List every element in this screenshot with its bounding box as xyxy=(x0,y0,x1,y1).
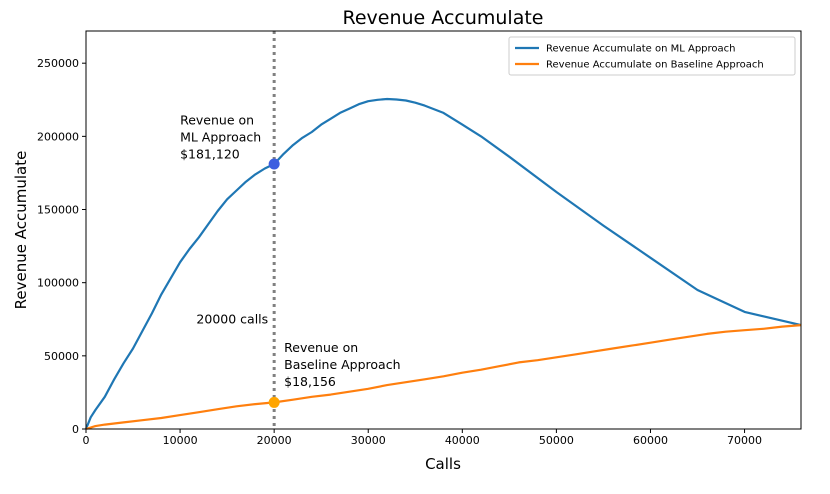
x-tick-label: 30000 xyxy=(351,434,386,447)
chart-title: Revenue Accumulate xyxy=(343,7,544,29)
marker-annotation-line: Baseline Approach xyxy=(284,357,400,372)
legend-label-2: Revenue Accumulate on Baseline Approach xyxy=(546,60,764,71)
x-tick-label: 50000 xyxy=(539,434,574,447)
vline-label: 20000 calls xyxy=(196,311,268,326)
marker-annotation-line: $181,120 xyxy=(180,147,240,162)
x-tick-label: 10000 xyxy=(163,434,198,447)
marker-point-1 xyxy=(268,158,280,170)
y-tick-label: 200000 xyxy=(37,130,79,143)
marker-point-2 xyxy=(268,396,280,408)
marker-annotation-line: ML Approach xyxy=(180,130,261,145)
y-tick-label: 0 xyxy=(72,423,79,436)
x-tick-label: 70000 xyxy=(727,434,762,447)
plot-frame xyxy=(85,30,802,430)
series-line-1 xyxy=(84,97,802,430)
x-tick-label: 20000 xyxy=(257,434,292,447)
x-tick-label: 40000 xyxy=(445,434,480,447)
y-axis-label: Revenue Accumulate xyxy=(12,151,30,310)
marker-annotation-line: Revenue on xyxy=(284,340,358,355)
marker-annotation-line: Revenue on xyxy=(180,113,254,128)
legend-box xyxy=(508,36,796,76)
y-tick-label: 100000 xyxy=(37,277,79,290)
y-tick-label: 150000 xyxy=(37,204,79,217)
legend: Revenue Accumulate on ML Approach Revenue… xyxy=(508,36,796,76)
y-tick-label: 50000 xyxy=(44,350,79,363)
x-tick-label: 60000 xyxy=(633,434,668,447)
legend-label-1: Revenue Accumulate on ML Approach xyxy=(546,44,736,55)
y-tick-label: 250000 xyxy=(37,57,79,70)
x-axis-label: Calls xyxy=(425,455,461,473)
plot-area: 0 10000 20000 30000 40000 50000 60000 70000 0 500… xyxy=(37,30,802,447)
marker-annotation-line: $18,156 xyxy=(284,374,336,389)
series-line-2 xyxy=(85,324,802,431)
x-tick-label: 0 xyxy=(83,434,90,447)
